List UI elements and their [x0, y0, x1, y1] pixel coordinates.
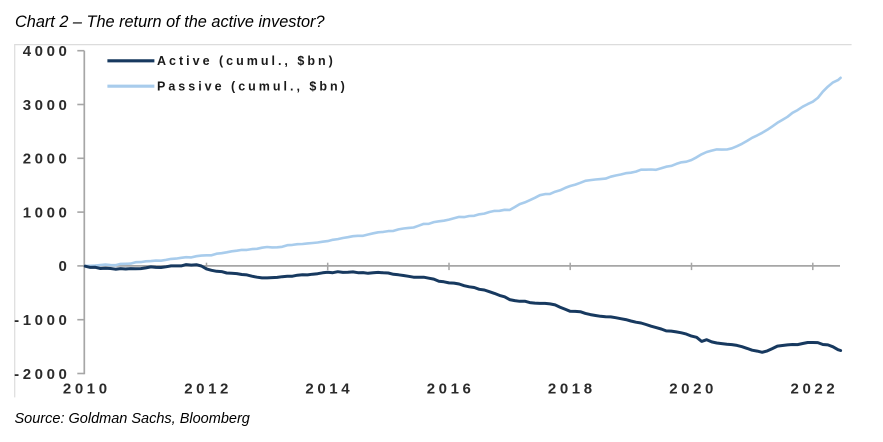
svg-text:3000: 3000: [23, 97, 71, 114]
svg-text:1000: 1000: [23, 204, 71, 221]
svg-text:2022: 2022: [791, 380, 839, 397]
svg-text:2000: 2000: [23, 151, 71, 168]
svg-text:-1000: -1000: [14, 312, 70, 329]
svg-text:2014: 2014: [305, 380, 353, 397]
svg-text:Passive (cumul., $bn): Passive (cumul., $bn): [157, 80, 348, 94]
svg-text:2020: 2020: [669, 380, 717, 397]
svg-text:2016: 2016: [427, 380, 475, 397]
svg-text:-2000: -2000: [14, 366, 70, 383]
svg-text:Active (cumul., $bn): Active (cumul., $bn): [157, 54, 336, 68]
svg-text:4000: 4000: [23, 43, 71, 60]
svg-text:2010: 2010: [63, 380, 111, 397]
svg-text:2012: 2012: [184, 380, 232, 397]
svg-text:2018: 2018: [548, 380, 596, 397]
svg-text:0: 0: [59, 258, 71, 275]
